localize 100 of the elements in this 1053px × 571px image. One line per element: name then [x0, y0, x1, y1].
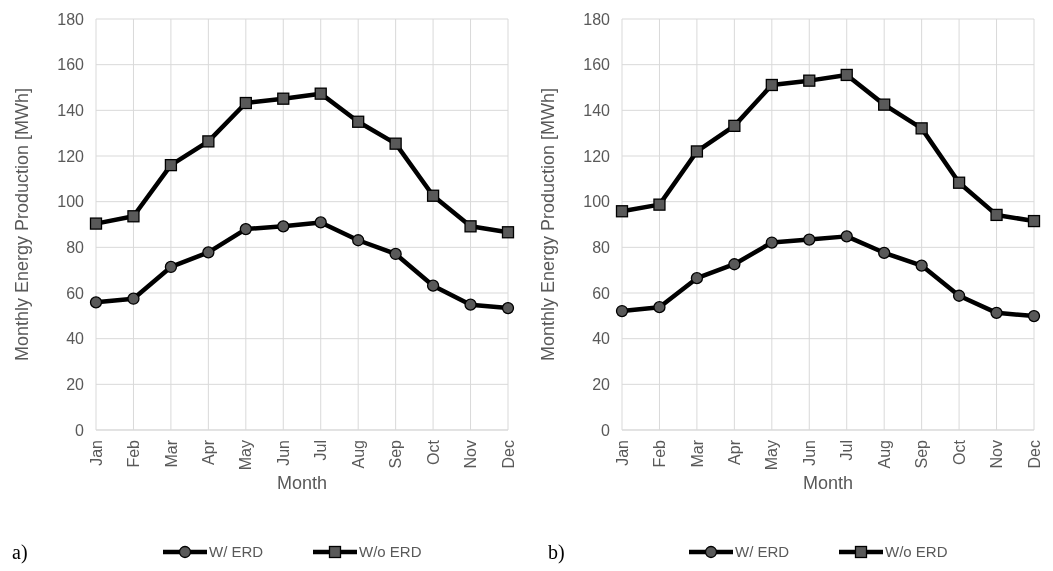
point: [990, 306, 1003, 320]
point: [615, 304, 629, 318]
y-tick-label: 80: [66, 238, 85, 256]
point: [277, 92, 290, 105]
point: [239, 96, 252, 110]
y-tick-label: 100: [57, 193, 85, 211]
x-axis-title: Month: [276, 473, 328, 493]
point: [464, 220, 477, 233]
y-tick-label: 140: [57, 101, 85, 119]
point: [878, 246, 891, 259]
y-tick-label: 120: [57, 147, 85, 165]
point: [202, 135, 215, 148]
point: [840, 230, 853, 243]
x-axis-title: Month: [802, 473, 854, 493]
y-tick-label: 160: [583, 56, 611, 74]
point: [314, 216, 327, 229]
x-tick-label: Oct: [424, 439, 442, 465]
point: [690, 145, 704, 158]
legend-label: W/o ERD: [359, 543, 422, 561]
point: [202, 246, 215, 259]
legend-label: W/ ERD: [209, 543, 264, 561]
point: [89, 296, 103, 309]
point: [1027, 309, 1041, 323]
point: [314, 87, 327, 100]
point: [615, 205, 629, 218]
x-tick-label: Feb: [651, 439, 669, 468]
point: [840, 68, 853, 82]
point: [803, 74, 816, 87]
point: [89, 217, 103, 230]
point: [915, 122, 928, 135]
point: [728, 258, 741, 271]
point: [426, 279, 440, 292]
x-tick-label: May: [763, 440, 781, 471]
point: [990, 208, 1003, 222]
text: b): [548, 541, 565, 564]
y-tick-label: 60: [66, 284, 85, 302]
x-tick-label: Aug: [349, 440, 367, 469]
y-axis-title: Monthly Energy Production [MWh]: [12, 87, 33, 362]
point: [501, 226, 515, 239]
point: [464, 298, 477, 311]
x-tick-label: Jul: [838, 440, 856, 461]
point: [127, 292, 140, 305]
x-tick-label: Jan: [613, 440, 631, 466]
point: [277, 220, 290, 233]
point: [352, 234, 365, 247]
point: [389, 137, 402, 150]
y-tick-label: 20: [66, 375, 85, 393]
point: [653, 301, 666, 314]
x-tick-label: Apr: [199, 439, 217, 465]
x-tick-label: Jun: [800, 440, 818, 466]
y-tick-label: 20: [592, 375, 611, 393]
x-tick-label: Aug: [875, 440, 893, 469]
y-tick-label: 120: [583, 147, 611, 165]
x-tick-label: Apr: [725, 439, 743, 465]
y-tick-label: 0: [601, 421, 611, 439]
x-tick-label: Dec: [499, 440, 517, 469]
point: [803, 233, 816, 246]
x-tick-label: Mar: [162, 439, 180, 468]
y-tick-label: 40: [66, 330, 85, 348]
point: [690, 272, 704, 285]
point: [389, 247, 402, 261]
point: [1027, 214, 1041, 228]
point: [952, 289, 966, 302]
x-tick-label: May: [237, 440, 255, 471]
y-tick-label: 100: [583, 193, 611, 211]
point: [653, 198, 666, 211]
point: [426, 189, 440, 202]
point: [501, 301, 515, 315]
y-axis-title: Monthly Energy Production [MWh]: [538, 87, 559, 362]
x-tick-label: Sep: [913, 439, 931, 469]
x-tick-label: Jun: [274, 440, 292, 466]
x-tick-label: Dec: [1025, 440, 1043, 469]
point: [352, 115, 365, 128]
y-tick-label: 180: [583, 10, 611, 28]
point: [952, 176, 966, 189]
text: a): [12, 541, 28, 564]
point: [164, 260, 178, 274]
legend-label: W/ ERD: [735, 543, 790, 561]
point: [164, 158, 178, 172]
x-tick-label: Mar: [688, 439, 706, 468]
x-tick-label: Jan: [87, 440, 105, 466]
x-tick-label: Jul: [312, 440, 330, 461]
point: [765, 78, 778, 92]
x-tick-label: Nov: [462, 440, 480, 469]
x-tick-label: Feb: [125, 439, 143, 468]
y-tick-label: 140: [583, 101, 611, 119]
y-tick-label: 0: [75, 421, 85, 439]
point: [127, 210, 140, 223]
point: [239, 222, 252, 236]
point: [728, 119, 741, 133]
point: [915, 259, 928, 272]
y-tick-label: 60: [592, 284, 611, 302]
y-tick-label: 160: [57, 56, 85, 74]
x-tick-label: Nov: [988, 440, 1006, 469]
x-tick-label: Oct: [950, 439, 968, 465]
y-tick-label: 40: [592, 330, 611, 348]
point: [765, 236, 778, 249]
y-tick-label: 80: [592, 238, 611, 256]
legend-label: W/o ERD: [885, 543, 948, 561]
x-tick-label: Sep: [387, 439, 405, 469]
